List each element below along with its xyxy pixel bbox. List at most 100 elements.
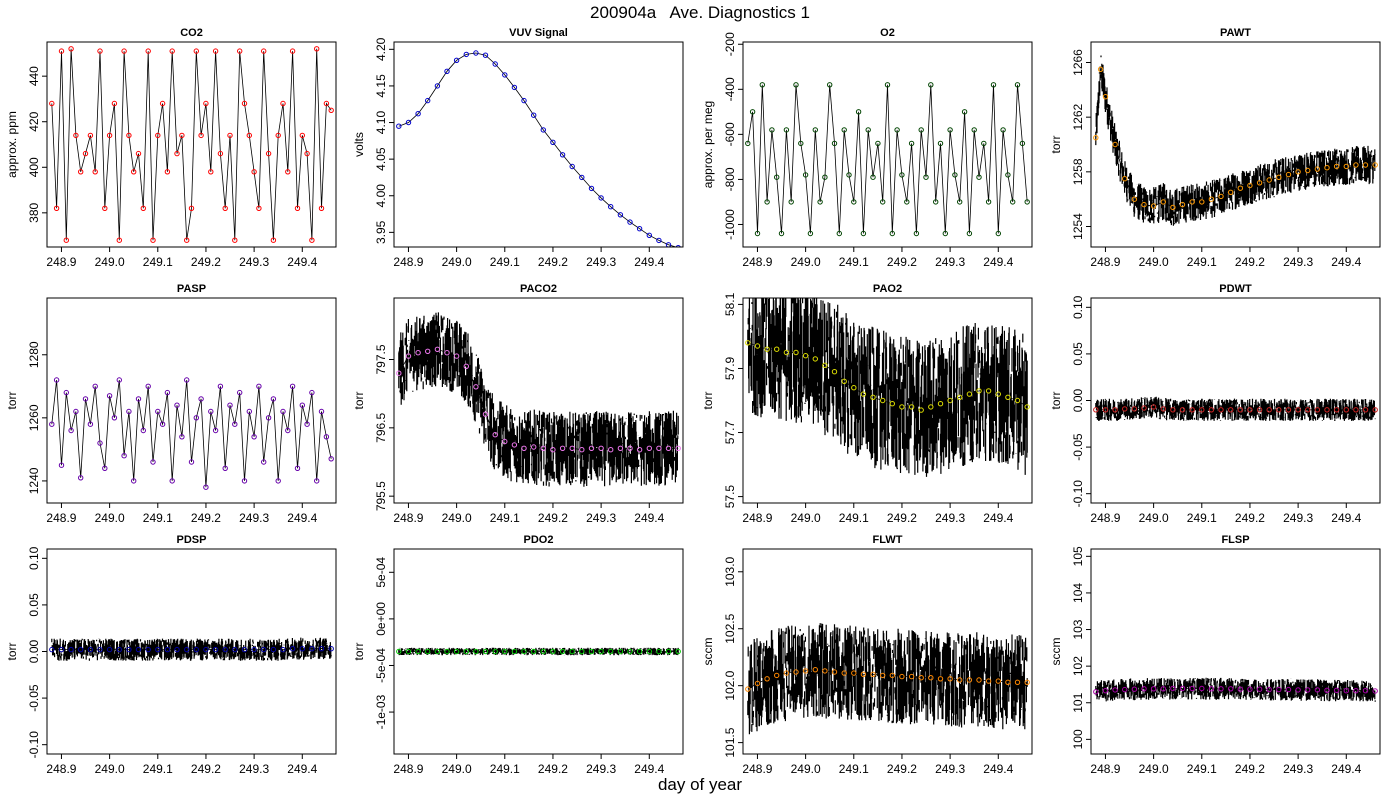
data-point	[212, 48, 219, 54]
x-tick-label: 249.3	[935, 762, 965, 776]
y-tick-label: 57.9	[723, 356, 737, 380]
data-point	[425, 97, 431, 104]
data-point	[121, 48, 127, 54]
panel-title: PDO2	[524, 534, 554, 546]
data-point	[636, 226, 643, 232]
x-tick-label: 249.4	[983, 255, 1013, 269]
x-tick-label: 249.0	[791, 511, 821, 525]
data-point	[222, 646, 228, 653]
data-point	[1102, 94, 1109, 100]
y-tick-label: -0.05	[27, 684, 41, 712]
data-point	[198, 396, 204, 402]
data-point	[241, 478, 248, 484]
data-point	[1024, 679, 1030, 685]
data-point	[203, 484, 209, 490]
data-point	[918, 127, 924, 133]
data-point	[265, 150, 272, 157]
data-point	[294, 205, 301, 212]
data-point	[314, 46, 320, 52]
data-point	[511, 648, 518, 655]
plot-area	[745, 298, 1030, 477]
panel-vuv-signal: VUV Signal volts 248.9 249.0 249.1 249.2 249.3…	[352, 27, 684, 269]
data-point	[976, 388, 982, 394]
y-axis-label: approx. ppm	[5, 111, 19, 178]
data-point	[299, 132, 305, 139]
data-point	[880, 397, 886, 404]
data-point	[550, 139, 556, 146]
data-point	[106, 646, 113, 653]
data-point	[1256, 407, 1263, 413]
data-point	[1343, 688, 1350, 694]
x-tick-label: 249.2	[191, 762, 221, 776]
data-point	[463, 51, 469, 58]
series-line	[1095, 69, 1376, 208]
y-tick-label: 102	[1071, 656, 1085, 676]
data-point	[261, 646, 267, 653]
data-point	[559, 152, 566, 158]
data-point	[889, 401, 895, 407]
x-tick-label: 249.3	[586, 762, 616, 776]
data-point	[579, 648, 585, 655]
data-point	[636, 648, 643, 655]
data-point	[860, 671, 867, 677]
data-point	[1179, 407, 1186, 413]
data-point	[318, 408, 325, 415]
y-tick-label: 103	[1071, 619, 1085, 639]
x-tick-label: 249.4	[983, 762, 1013, 776]
data-point	[851, 385, 857, 391]
data-point	[1218, 407, 1224, 413]
data-point	[985, 388, 992, 394]
x-tick-label: 249.0	[95, 255, 125, 269]
y-tick-label: 4.20	[374, 37, 388, 61]
y-tick-label: 101	[1071, 692, 1085, 712]
data-point	[270, 396, 277, 402]
data-point	[1256, 180, 1263, 186]
y-axis-label: torr	[5, 642, 19, 660]
figure-title: 200904a Ave. Diagnostics 1	[590, 3, 810, 22]
data-point	[947, 676, 953, 682]
raw-trace	[398, 312, 679, 487]
data-point	[1189, 407, 1195, 413]
data-point	[121, 453, 127, 459]
x-tick-label: 249.0	[442, 762, 472, 776]
data-point	[531, 648, 537, 655]
data-point	[97, 48, 103, 54]
data-point	[1102, 688, 1109, 694]
data-point	[58, 462, 65, 468]
data-point	[169, 48, 175, 54]
data-point	[1218, 193, 1224, 200]
data-point	[188, 459, 195, 465]
data-point	[1372, 162, 1378, 168]
data-point	[788, 199, 794, 205]
data-point	[908, 404, 915, 410]
plot-frame	[46, 297, 337, 504]
data-point	[1343, 407, 1350, 413]
series-line	[747, 84, 1028, 234]
data-point	[1160, 406, 1167, 412]
panel-paco2: PACO2 torr 248.9 249.0 249.1 249.2 249.3 249.4 7…	[352, 283, 684, 525]
plot-area	[1093, 396, 1378, 421]
x-tick-label: 249.4	[634, 511, 664, 525]
data-point	[1014, 397, 1021, 404]
x-tick-label: 248.9	[1090, 255, 1120, 269]
data-point	[246, 132, 253, 139]
data-point	[569, 648, 575, 655]
x-tick-label: 249.2	[538, 762, 568, 776]
data-point	[665, 648, 672, 655]
data-point	[502, 438, 508, 445]
data-point	[1131, 406, 1138, 412]
x-tick-label: 249.2	[191, 255, 221, 269]
data-point	[309, 646, 315, 652]
panel-title: PDSP	[177, 534, 207, 546]
x-tick-label: 249.3	[239, 255, 269, 269]
data-point	[179, 132, 185, 139]
data-point	[1324, 407, 1330, 413]
x-tick-label: 249.4	[287, 511, 317, 525]
x-tick-label: 249.0	[442, 255, 472, 269]
data-point	[155, 408, 161, 415]
data-point	[1314, 166, 1321, 172]
data-point	[68, 427, 74, 434]
data-point	[598, 195, 604, 201]
series-line	[51, 379, 332, 488]
x-tick-label: 249.3	[586, 255, 616, 269]
